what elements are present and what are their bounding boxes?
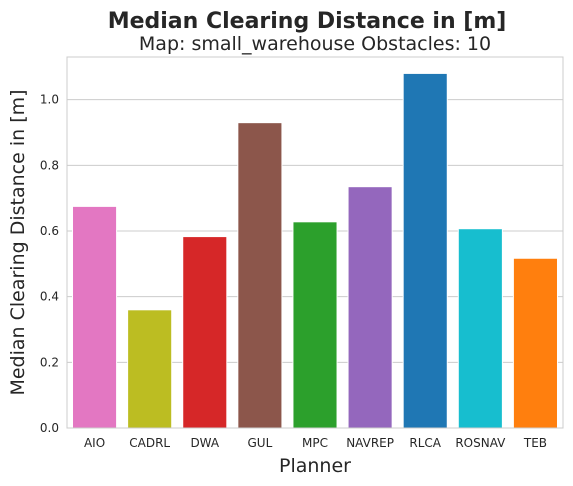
x-tick-label: GUL xyxy=(247,436,272,450)
bars xyxy=(72,72,558,429)
bar-rosnav xyxy=(457,228,503,429)
x-tick-label: ROSNAV xyxy=(455,436,506,450)
y-tick-label: 1.0 xyxy=(40,93,59,107)
x-tick-label: CADRL xyxy=(129,436,170,450)
bar-cadrl xyxy=(127,309,173,429)
chart-title: Median Clearing Distance in [m] xyxy=(108,9,507,34)
y-tick-label: 0.0 xyxy=(40,421,59,435)
bar-teb xyxy=(512,257,558,429)
y-axis-ticks: 0.0 0.2 0.4 0.6 0.8 1.0 xyxy=(40,93,59,435)
y-tick-label: 0.8 xyxy=(40,158,59,172)
x-axis-label: Planner xyxy=(279,455,351,477)
x-tick-label: DWA xyxy=(190,436,219,450)
y-tick-label: 0.6 xyxy=(40,224,59,238)
x-tick-label: NAVREP xyxy=(346,436,394,450)
y-axis-label: Median Clearing Distance in [m] xyxy=(7,89,29,395)
x-axis-ticks: AIO CADRL DWA GUL MPC NAVREP RLCA ROSNAV TEB xyxy=(84,436,547,450)
x-tick-label: RLCA xyxy=(409,436,441,450)
y-tick-label: 0.4 xyxy=(40,290,59,304)
bar-mpc xyxy=(292,221,338,429)
y-tick-label: 0.2 xyxy=(40,355,59,369)
x-tick-label: TEB xyxy=(523,436,547,450)
bar-dwa xyxy=(182,236,228,429)
x-tick-label: MPC xyxy=(302,436,328,450)
chart-subtitle: Map: small_warehouse Obstacles: 10 xyxy=(139,33,491,55)
bar-rlca xyxy=(402,72,448,429)
bar-gul xyxy=(237,122,283,429)
plot-frame xyxy=(66,56,564,429)
bar-navrep xyxy=(347,186,393,429)
bar-aio xyxy=(72,205,118,429)
x-tick-label: AIO xyxy=(84,436,105,450)
